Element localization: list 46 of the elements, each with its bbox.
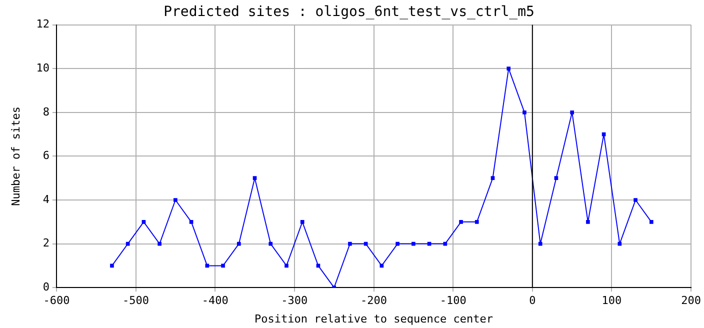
point: [634, 198, 638, 202]
point: [174, 198, 178, 202]
point: [412, 242, 416, 246]
x-tick-label: -600: [43, 294, 70, 308]
chart-title: Predicted sites : oligos_6nt_test_vs_ctrl_m5: [164, 4, 534, 20]
point: [649, 220, 654, 224]
x-tick-label: -100: [440, 294, 466, 308]
y-tick-label: 12: [36, 18, 50, 31]
point: [348, 242, 352, 246]
point: [268, 242, 273, 246]
y-tick-label: 4: [42, 192, 50, 206]
point: [459, 220, 463, 224]
x-tick-label: 200: [681, 294, 702, 308]
point: [506, 66, 511, 71]
point: [490, 176, 495, 180]
point: [443, 242, 448, 246]
point: [142, 220, 146, 224]
point: [474, 220, 479, 224]
point: [126, 242, 130, 246]
y-tick-label: 10: [36, 61, 50, 74]
point: [554, 176, 558, 180]
point: [189, 220, 194, 224]
point: [110, 264, 114, 268]
point: [300, 220, 304, 224]
point: [158, 242, 162, 246]
point: [252, 176, 257, 180]
x-tick-label: -500: [122, 294, 150, 308]
point: [284, 264, 288, 268]
x-tick-label: -200: [360, 294, 388, 308]
point: [396, 242, 400, 246]
x-tick-label: -300: [281, 294, 308, 308]
y-axis-title: Number of sites: [9, 106, 22, 206]
point: [236, 242, 241, 246]
x-tick-label: 100: [602, 294, 622, 308]
point: [522, 110, 526, 114]
point: [570, 110, 574, 114]
point: [586, 220, 590, 224]
y-tick-label: 8: [42, 105, 50, 118]
point: [221, 264, 225, 268]
y-tick-label: 0: [42, 280, 50, 294]
x-tick-label: 0: [529, 294, 536, 308]
y-tick-label: 6: [42, 149, 50, 162]
x-tick-label: -400: [202, 294, 228, 308]
point: [538, 242, 542, 246]
y-tick-label: 2: [42, 236, 50, 250]
x-axis-title: Position relative to sequence center: [254, 312, 494, 326]
